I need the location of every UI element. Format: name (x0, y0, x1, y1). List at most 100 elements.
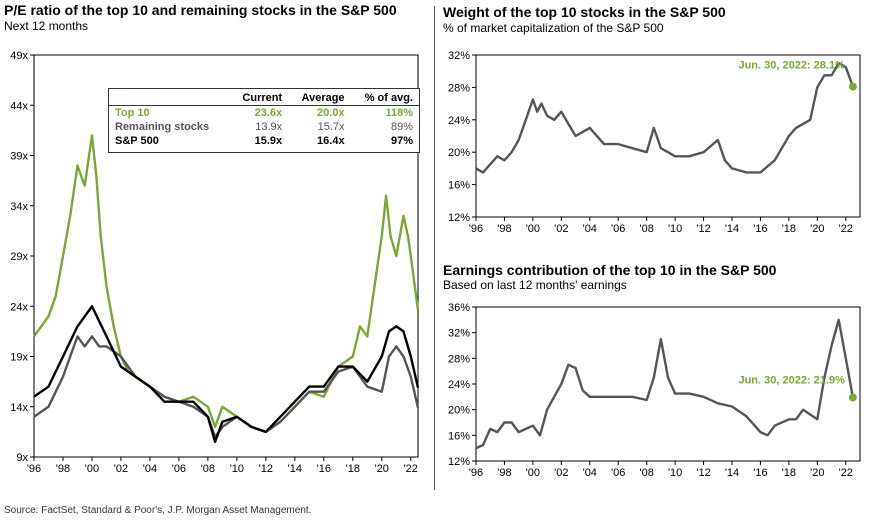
row-current: 15.9x (254, 135, 283, 147)
series-line-top-10 (33, 134, 420, 434)
x-tick-label: '20 (810, 223, 824, 235)
latest-value-marker (848, 393, 857, 402)
x-tick-label: '00 (526, 223, 540, 235)
weight-chart: 12% 16% 20% 24% 28% 32% '96 '98 '00 '02 '04 '06 '08 '… (448, 50, 861, 235)
earnings-chart: 12% 16% 20% 24% 28% 32% 36% '96 '98 '00 '02 '04 '06 '… (448, 302, 861, 479)
row-pct: 118% (385, 107, 413, 119)
table-header-pct: % of avg. (350, 91, 419, 106)
x-tick-label: '96 (469, 467, 483, 479)
x-tick-label: '06 (611, 467, 625, 479)
plot-frame (475, 54, 861, 218)
y-tick-label: 24x (10, 301, 28, 313)
x-tick-label: '96 (469, 223, 483, 235)
table-row-remaining: Remaining stocks 13.9x 15.7x 89% (109, 120, 419, 134)
x-tick-label: '18 (782, 467, 796, 479)
latest-value-annotation: Jun. 30, 2022: 21.9% (738, 374, 845, 386)
series-line-top-10-weight (475, 61, 855, 174)
x-tick-label: '16 (317, 463, 331, 475)
table-header-name (109, 91, 230, 106)
x-tick-label: '06 (172, 463, 186, 475)
series-line-top-10-earnings-contribution (475, 318, 855, 450)
y-tick-label: 16% (448, 430, 470, 442)
row-average: 15.7x (317, 121, 345, 133)
x-tick-label: '16 (753, 467, 767, 479)
row-name: S&P 500 (115, 135, 159, 147)
y-tick-label: 29x (10, 251, 28, 263)
x-tick-label: '08 (639, 467, 653, 479)
y-tick-label: 24% (448, 115, 470, 127)
x-tick-label: '10 (668, 223, 682, 235)
row-current: 13.9x (255, 121, 283, 133)
table-header-current: Current (229, 91, 289, 106)
x-tick-label: '08 (201, 463, 215, 475)
y-tick-label: 20% (448, 147, 470, 159)
x-tick-label: '02 (554, 223, 568, 235)
weight-chart-title: Weight of the top 10 stocks in the S&P 5… (443, 4, 726, 20)
left-chart-subtitle: Next 12 months (4, 19, 89, 33)
x-tick-label: '18 (782, 223, 796, 235)
x-tick-label: '16 (753, 223, 767, 235)
y-tick-label: 28% (448, 353, 470, 365)
x-tick-label: '96 (27, 463, 41, 475)
x-tick-label: '20 (375, 463, 389, 475)
x-tick-label: '04 (583, 467, 597, 479)
y-tick-label: 19x (10, 352, 28, 364)
x-tick-label: '02 (554, 467, 568, 479)
pe-ratio-chart: 9x 14x 19x 24x 29x 34x 39x 44x 49x '96 '98 '00 '02 '0… (10, 50, 420, 475)
latest-value-marker (848, 82, 857, 91)
x-tick-label: '10 (230, 463, 244, 475)
row-average: 16.4x (317, 135, 345, 147)
x-tick-label: '22 (404, 463, 418, 475)
y-tick-label: 32% (448, 50, 470, 62)
x-tick-label: '18 (346, 463, 360, 475)
left-chart-title: P/E ratio of the top 10 and remaining st… (4, 2, 397, 18)
y-tick-label: 28% (448, 82, 470, 94)
y-tick-label: 44x (10, 100, 28, 112)
x-tick-label: '98 (497, 467, 511, 479)
y-tick-label: 14x (10, 402, 28, 414)
x-tick-label: '02 (114, 463, 128, 475)
weight-chart-subtitle: % of market capitalization of the S&P 50… (443, 21, 664, 35)
x-tick-label: '10 (668, 467, 682, 479)
x-tick-label: '12 (696, 467, 710, 479)
x-tick-label: '22 (839, 467, 853, 479)
x-tick-label: '04 (583, 223, 597, 235)
row-name: Remaining stocks (115, 121, 210, 133)
earnings-chart-subtitle: Based on last 12 months' earnings (443, 278, 627, 292)
y-tick-label: 12% (448, 212, 470, 224)
table-header-average: Average (288, 91, 351, 106)
x-tick-label: '98 (56, 463, 70, 475)
y-tick-label: 9x (16, 452, 28, 464)
y-tick-label: 49x (10, 50, 28, 62)
row-name: Top 10 (115, 107, 150, 119)
table-row-sp500: S&P 500 15.9x 16.4x 97% (109, 134, 419, 148)
series-line-remaining-stocks (33, 335, 420, 439)
table-row-top10: Top 10 23.6x 20.0x 118% (109, 106, 419, 121)
x-tick-label: '12 (259, 463, 273, 475)
x-tick-label: '20 (810, 467, 824, 479)
row-pct: 97% (390, 135, 413, 147)
source-note: Source: FactSet, Standard & Poor's, J.P.… (4, 505, 312, 516)
row-pct: 89% (390, 121, 413, 133)
row-average: 20.0x (317, 107, 345, 119)
series-line-s-p-500 (33, 305, 420, 444)
x-tick-label: '06 (611, 223, 625, 235)
x-tick-label: '00 (526, 467, 540, 479)
y-tick-label: 24% (448, 379, 470, 391)
x-tick-label: '14 (725, 223, 739, 235)
x-tick-label: '12 (696, 223, 710, 235)
y-tick-label: 34x (10, 201, 28, 213)
x-tick-label: '98 (497, 223, 511, 235)
earnings-chart-title: Earnings contribution of the top 10 in t… (443, 262, 777, 278)
y-tick-label: 32% (448, 328, 470, 340)
x-tick-label: '22 (839, 223, 853, 235)
x-tick-label: '04 (143, 463, 157, 475)
x-tick-label: '00 (85, 463, 99, 475)
x-tick-label: '08 (639, 223, 653, 235)
x-tick-label: '14 (288, 463, 302, 475)
x-tick-label: '14 (725, 467, 739, 479)
row-current: 23.6x (254, 107, 283, 119)
y-tick-label: 16% (448, 180, 470, 192)
y-tick-label: 20% (448, 405, 470, 417)
y-tick-label: 12% (448, 456, 470, 468)
